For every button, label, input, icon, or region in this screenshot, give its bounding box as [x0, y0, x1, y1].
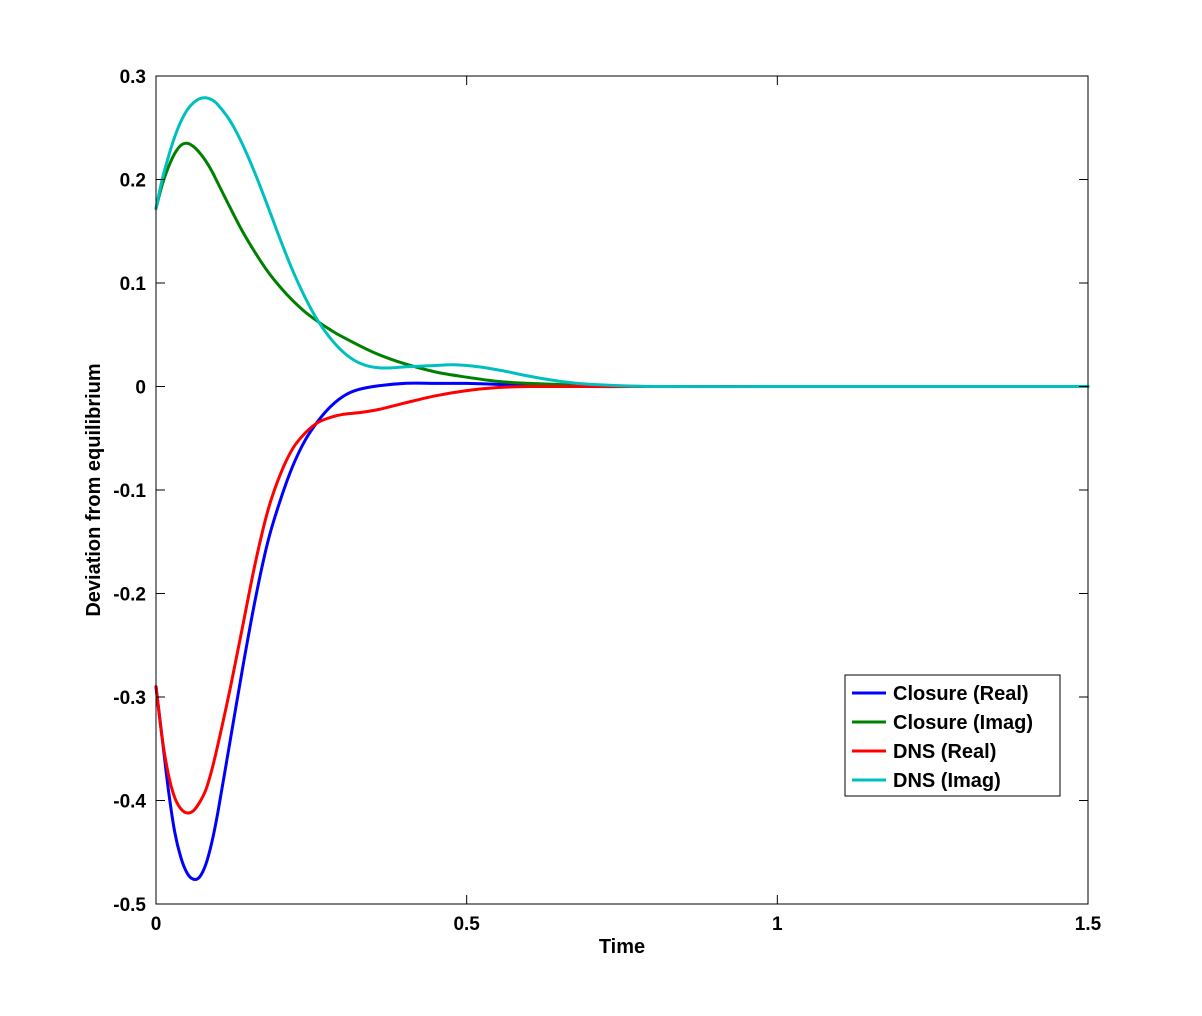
ticks-layer — [155, 75, 1089, 905]
legend-label-dns-real: DNS (Real) — [893, 741, 996, 763]
legend-box — [844, 674, 1061, 797]
series-layer — [154, 96, 1090, 881]
x-tick-labels: 0 0.5 1 1.5 — [151, 914, 1102, 935]
series-line-dns-imag — [154, 96, 1090, 389]
y-tick-label: 0.1 — [120, 274, 147, 295]
y-tick-label: 0.2 — [120, 171, 146, 192]
legend-label-dns-imag: DNS (Imag) — [893, 770, 1001, 792]
legend-label-closure-imag: Closure (Imag) — [893, 712, 1033, 734]
y-tick-label: 0 — [135, 378, 146, 399]
x-tick-label: 1.5 — [1075, 914, 1102, 935]
legend-label-closure-real: Closure (Real) — [893, 683, 1029, 705]
y-tick-label: -0.3 — [113, 688, 146, 709]
series-line-dns-real — [154, 384, 1090, 815]
x-tick-label: 0 — [151, 914, 162, 935]
x-tick-label: 1 — [772, 914, 783, 935]
y-tick-label: -0.1 — [113, 481, 146, 502]
y-tick-labels: -0.5 -0.4 -0.3 -0.2 -0.1 0 0.1 0.2 0.3 — [113, 67, 146, 916]
y-tick-label: -0.5 — [113, 895, 146, 916]
y-tick-label: 0.3 — [120, 67, 146, 88]
y-axis-title: Deviation from equilibrium — [83, 363, 105, 616]
x-tick-label: 0.5 — [453, 914, 480, 935]
y-tick-label: -0.2 — [113, 585, 146, 606]
x-axis-title: Time — [599, 936, 645, 958]
y-tick-label: -0.4 — [113, 792, 146, 813]
legend: Closure (Real) Closure (Imag) DNS (Real) DN… — [844, 674, 1061, 797]
